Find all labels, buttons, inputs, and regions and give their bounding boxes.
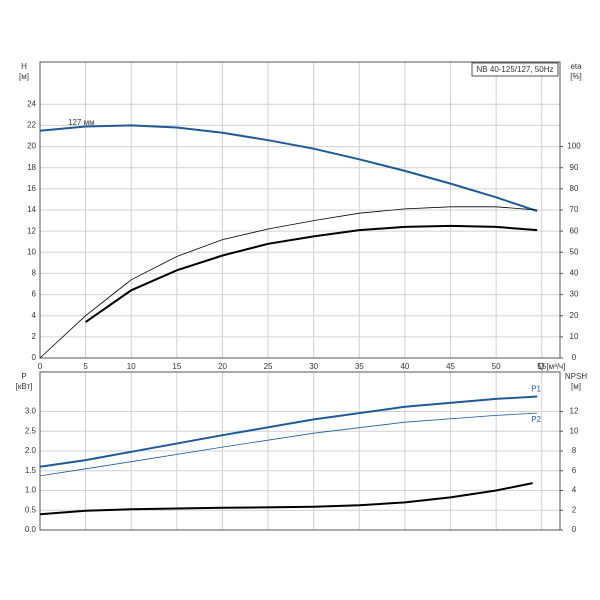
y2-tick-label: 70	[570, 205, 579, 214]
y-tick-label: 1.0	[25, 486, 37, 495]
y-tick-label: 3.0	[25, 407, 37, 416]
y-tick-label: 18	[27, 163, 36, 172]
curve	[85, 224, 538, 323]
y2-tick-label: 30	[570, 290, 579, 299]
curve	[39, 124, 538, 213]
y-axis-label: H	[21, 62, 27, 71]
y2-tick-label: 2	[572, 505, 577, 514]
annotation: 127 мм	[68, 118, 95, 127]
y-tick-label: 2.0	[25, 446, 37, 455]
x-tick-label: 45	[446, 362, 455, 371]
y-axis-unit: [м]	[19, 72, 29, 81]
y2-tick-label: 100	[567, 142, 581, 151]
y-tick-label: 24	[27, 99, 36, 108]
plot-frame	[39, 371, 561, 531]
curve-label: P2	[531, 415, 541, 424]
x-tick-label: 55	[537, 362, 546, 371]
y-tick-label: 10	[27, 247, 36, 256]
y2-tick-label: 90	[570, 163, 579, 172]
y2-tick-label: 12	[570, 407, 579, 416]
curve-label: P1	[531, 385, 541, 394]
y-tick-label: 6	[32, 290, 37, 299]
x-tick-label: 15	[172, 362, 181, 371]
chart-title: NB 40-125/127, 50Hz	[477, 65, 554, 74]
y2-tick-label: 6	[572, 466, 577, 475]
y2-tick-label: 0	[572, 353, 577, 362]
y-tick-label: 12	[27, 226, 36, 235]
y-tick-label: 20	[27, 142, 36, 151]
x-tick-label: 10	[127, 362, 136, 371]
x-tick-label: 35	[355, 362, 364, 371]
x-tick-label: 30	[309, 362, 318, 371]
y2-tick-label: 10	[570, 426, 579, 435]
y2-tick-label: 50	[570, 247, 579, 256]
y-tick-label: 2	[32, 332, 37, 341]
title-box	[471, 62, 559, 77]
y2-axis-label: eta	[570, 62, 582, 71]
y-tick-label: 2.5	[25, 426, 37, 435]
y2-tick-label: 80	[570, 184, 579, 193]
y2-tick-label: 60	[570, 226, 579, 235]
curve	[39, 482, 533, 516]
x-tick-label: 25	[264, 362, 273, 371]
y-tick-label: 8	[32, 269, 37, 278]
y2-tick-label: 4	[572, 486, 577, 495]
y2-tick-label: 20	[570, 311, 579, 320]
plot-frame	[39, 61, 561, 359]
y-axis-unit: [кВт]	[16, 382, 33, 391]
y-tick-label: 16	[27, 184, 36, 193]
y-tick-label: 22	[27, 121, 36, 130]
curve	[39, 412, 538, 477]
y-tick-label: 0.0	[25, 525, 37, 534]
curve	[39, 206, 538, 359]
y2-axis-unit: [м]	[571, 382, 581, 391]
y-tick-label: 0	[32, 353, 37, 362]
y2-tick-label: 40	[570, 269, 579, 278]
y-tick-label: 4	[32, 311, 37, 320]
x-tick-label: 50	[492, 362, 501, 371]
x-tick-label: 40	[400, 362, 409, 371]
y2-tick-label: 0	[572, 525, 577, 534]
y2-axis-label: NPSH	[565, 372, 587, 381]
x-tick-label: 5	[83, 362, 88, 371]
y-tick-label: 0.5	[25, 505, 37, 514]
y2-tick-label: 8	[572, 446, 577, 455]
x-axis-label: Q [м³/ч]	[538, 362, 565, 371]
y2-axis-unit: [%]	[570, 72, 582, 81]
x-tick-label: 20	[218, 362, 227, 371]
x-tick-label: 0	[38, 362, 43, 371]
y-tick-label: 14	[27, 205, 36, 214]
y2-tick-label: 10	[570, 332, 579, 341]
curve	[39, 395, 538, 468]
y-axis-label: P	[21, 372, 26, 381]
y-tick-label: 1.5	[25, 466, 37, 475]
